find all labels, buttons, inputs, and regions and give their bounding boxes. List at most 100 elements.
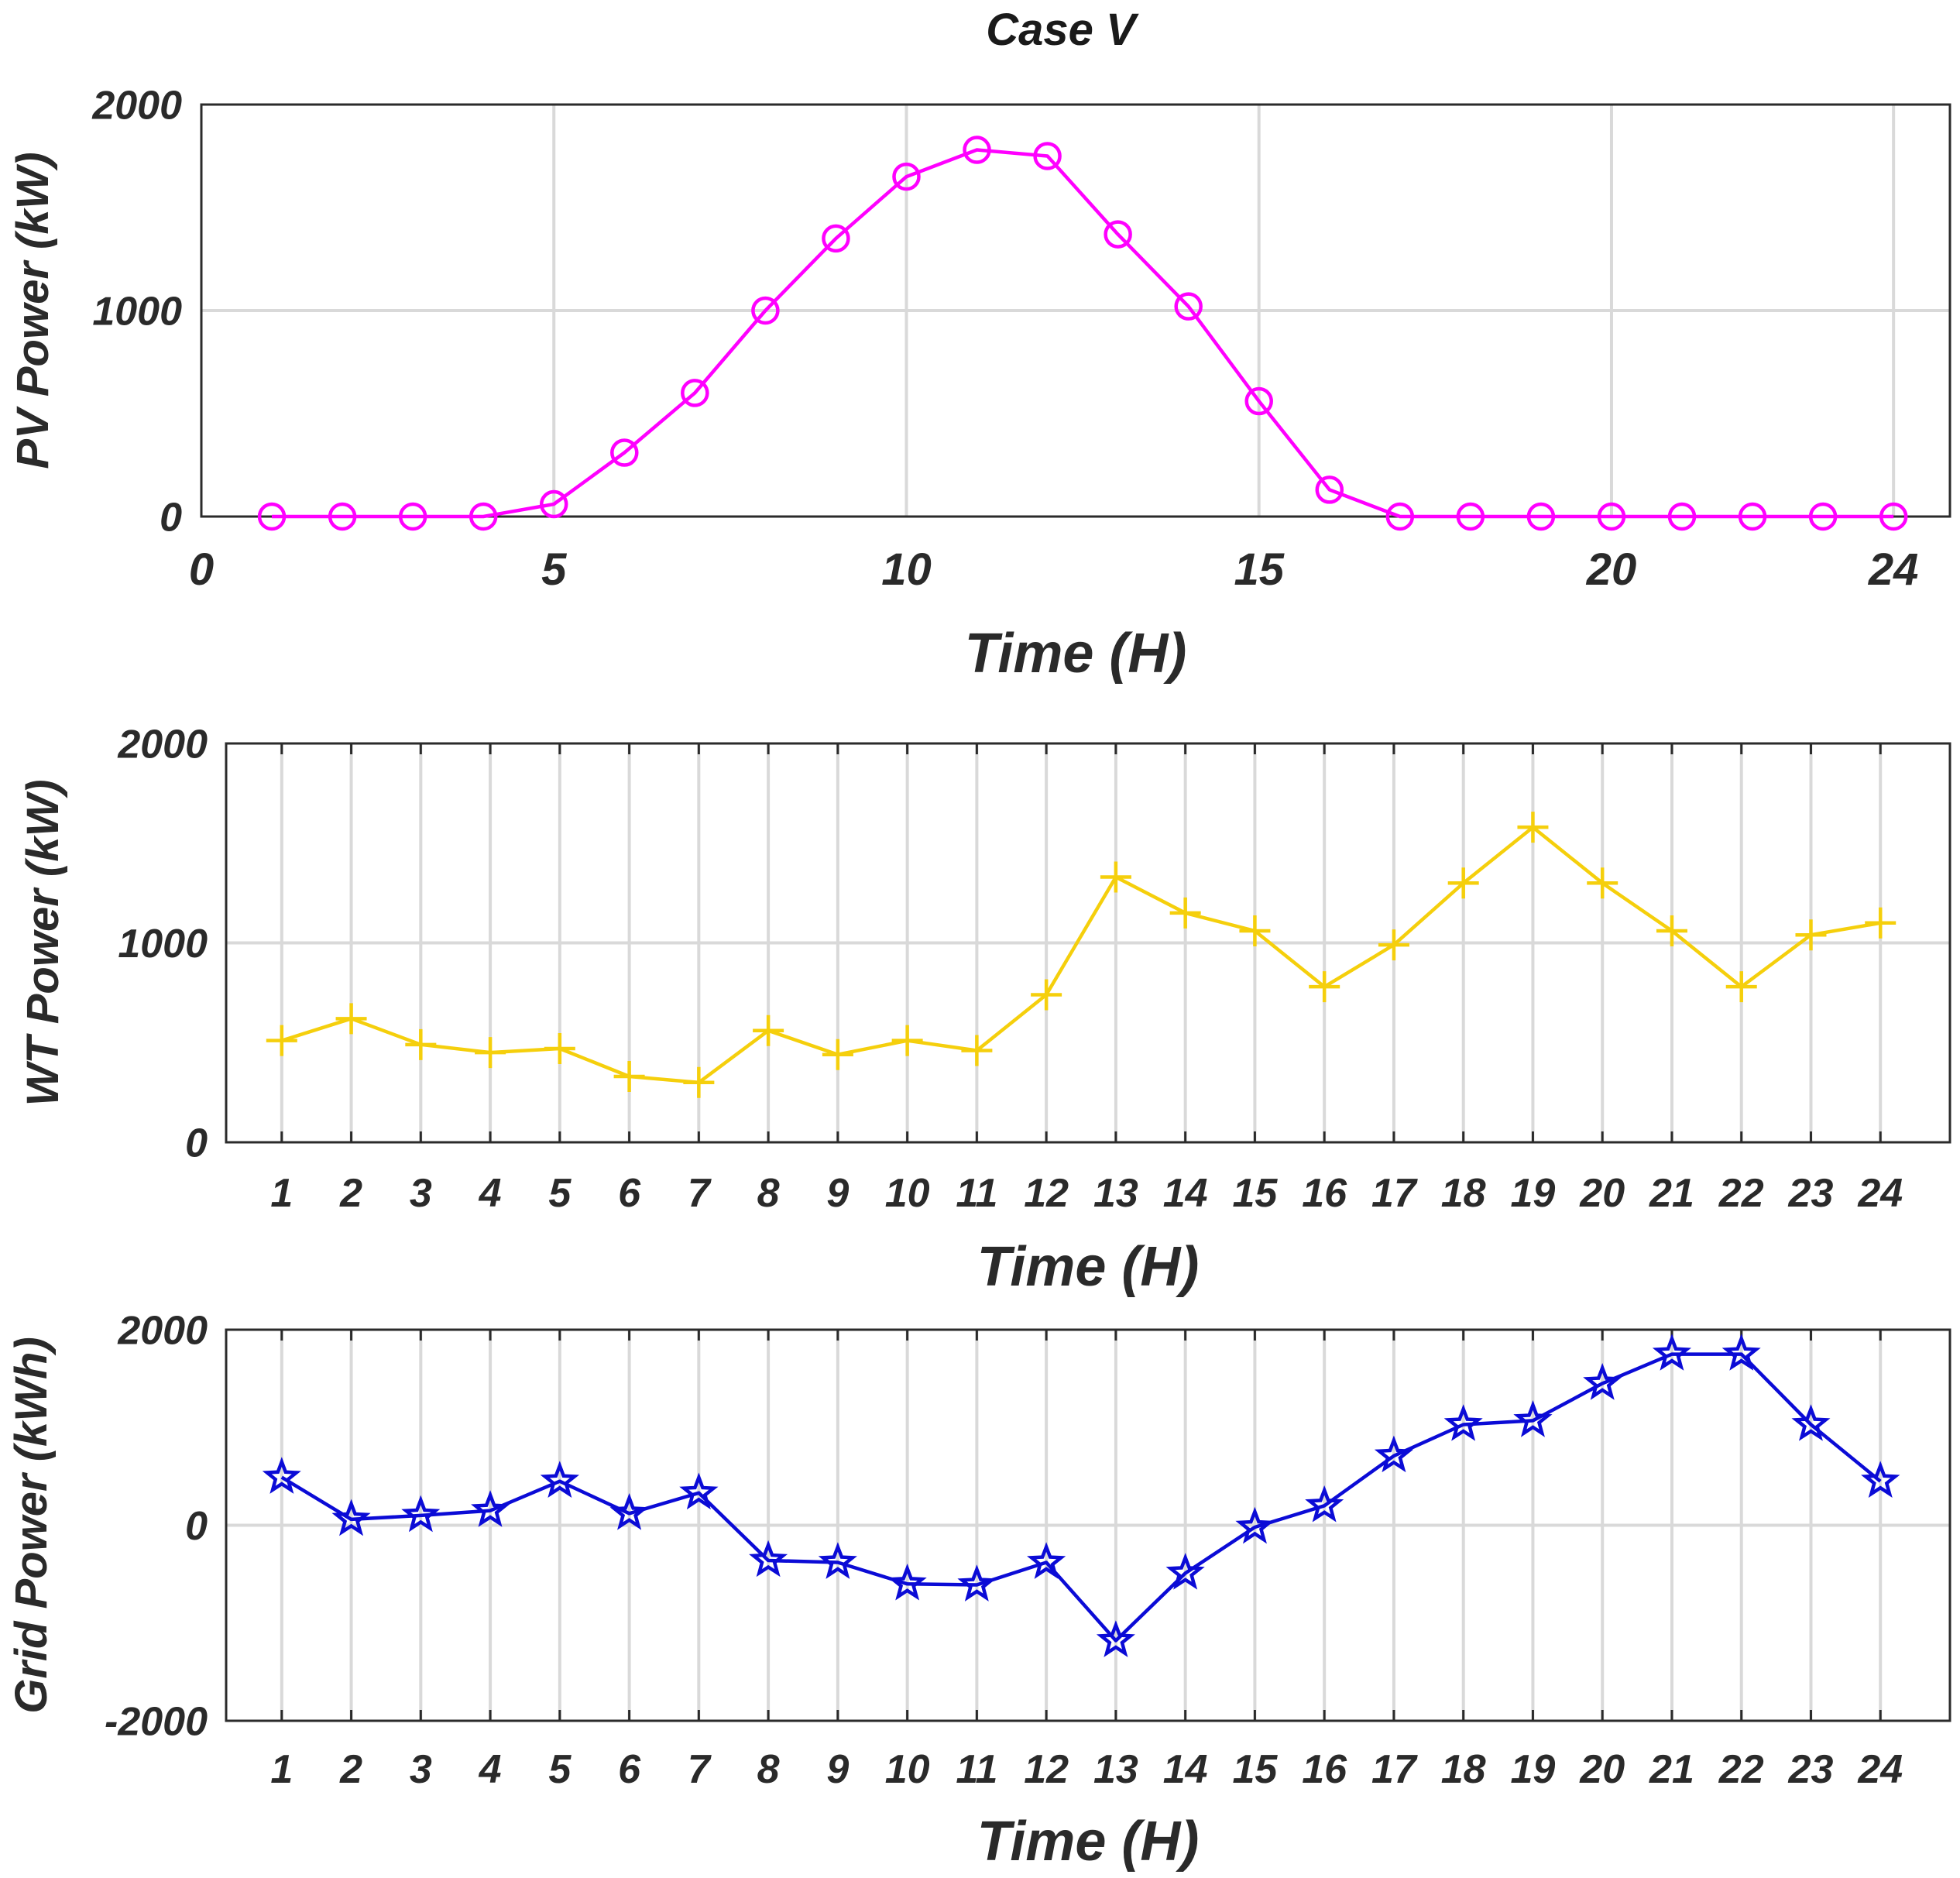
pv-x-tick-label: 10 xyxy=(881,544,932,595)
wt-y-tick-label: 2000 xyxy=(117,723,208,767)
grid-data-point xyxy=(1165,1553,1205,1590)
wt-data-point xyxy=(1865,907,1896,939)
pv-data-point xyxy=(1738,502,1767,531)
grid-data-point xyxy=(1096,1620,1135,1657)
pv-x-tick-label: 24 xyxy=(1868,544,1919,595)
pv-y-tick-label: 2000 xyxy=(91,84,182,129)
wt-x-tick-label: 17 xyxy=(1371,1171,1418,1216)
grid-x-tick-label: 5 xyxy=(548,1747,572,1792)
pv-y-axis-label: PV Power (kW) xyxy=(8,152,58,469)
wt-x-tick-label: 18 xyxy=(1441,1171,1486,1216)
wt-data-point xyxy=(1378,929,1409,961)
grid-x-tick-label: 2 xyxy=(339,1747,362,1792)
pv-data-point xyxy=(1244,386,1273,416)
pv-data-point xyxy=(1879,502,1908,531)
wt-y-tick-label: 0 xyxy=(185,1121,208,1166)
pv-x-tick-label: 20 xyxy=(1586,544,1637,595)
wt-data-point xyxy=(266,1025,297,1056)
pv-data-point xyxy=(610,438,639,467)
grid-y-axis-label: Grid Power (kWh) xyxy=(6,1337,57,1714)
grid-x-tick-label: 18 xyxy=(1441,1747,1486,1792)
wt-y-axis-label: WT Power (kW) xyxy=(18,779,68,1106)
wt-x-tick-label: 3 xyxy=(410,1171,432,1216)
grid-y-tick-label: -2000 xyxy=(105,1700,208,1745)
wt-data-point xyxy=(961,1035,993,1066)
pv-x-tick-label: 5 xyxy=(541,544,567,595)
wt-x-tick-label: 13 xyxy=(1093,1171,1138,1216)
wt-data-point xyxy=(822,1039,853,1070)
grid-data-point xyxy=(679,1472,719,1510)
wt-x-axis-label: Time (H) xyxy=(977,1236,1200,1298)
grid-data-point xyxy=(540,1461,579,1499)
pv-data-point xyxy=(963,136,991,164)
grid-data-point xyxy=(749,1540,788,1578)
grid-data-point xyxy=(331,1499,371,1536)
wt-x-tick-label: 16 xyxy=(1302,1171,1347,1216)
wt-y-tick-label: 1000 xyxy=(118,922,208,966)
grid-x-tick-label: 17 xyxy=(1371,1747,1418,1792)
wt-x-tick-label: 22 xyxy=(1718,1171,1764,1216)
grid-x-tick-label: 20 xyxy=(1579,1747,1625,1792)
wt-data-point xyxy=(475,1037,506,1069)
grid-x-tick-label: 13 xyxy=(1093,1747,1138,1792)
pv-x-axis-label: Time (H) xyxy=(965,623,1187,685)
wt-x-tick-label: 12 xyxy=(1024,1171,1069,1216)
wt-data-point xyxy=(683,1066,715,1098)
pv-data-point xyxy=(1315,476,1344,504)
pv-x-tick-label: 0 xyxy=(189,544,214,595)
grid-data-point xyxy=(887,1563,927,1601)
wt-data-point xyxy=(1795,919,1827,951)
wt-x-tick-label: 24 xyxy=(1857,1171,1903,1216)
wt-data-point xyxy=(1587,867,1618,899)
pv-data-point xyxy=(1667,502,1697,531)
wt-data-point xyxy=(1239,915,1271,947)
grid-x-tick-label: 3 xyxy=(410,1747,432,1792)
pv-data-point xyxy=(1808,502,1838,531)
grid-data-point xyxy=(1513,1400,1553,1437)
wt-x-tick-label: 4 xyxy=(479,1171,502,1216)
wt-data-point xyxy=(1725,971,1757,1003)
grid-x-tick-label: 23 xyxy=(1788,1747,1834,1792)
wt-x-tick-label: 2 xyxy=(339,1171,362,1216)
grid-data-point xyxy=(1861,1461,1900,1499)
pv-data-point xyxy=(1033,142,1062,170)
wt-data-point xyxy=(1656,915,1687,947)
grid-x-tick-label: 21 xyxy=(1649,1747,1694,1792)
grid-x-tick-label: 22 xyxy=(1718,1747,1764,1792)
grid-data-point xyxy=(1443,1404,1483,1441)
wt-x-tick-label: 8 xyxy=(757,1171,780,1216)
wt-data-point xyxy=(1447,867,1479,899)
wt-x-tick-label: 14 xyxy=(1163,1171,1208,1216)
wt-data-point xyxy=(613,1061,645,1093)
grid-x-tick-label: 10 xyxy=(885,1747,930,1792)
grid-power-panel: 1 2 3 4 5 6 7 8 9 10 11 12 13 14 15 16 17 18 19 20 21 22 23 24-… xyxy=(6,1309,1951,1873)
grid-x-tick-label: 12 xyxy=(1024,1747,1069,1792)
grid-data-point xyxy=(1721,1334,1761,1371)
pv-axes-frame xyxy=(200,103,1951,518)
grid-data-point xyxy=(1305,1485,1344,1523)
grid-data-point xyxy=(1374,1435,1414,1473)
grid-data-point xyxy=(1235,1506,1275,1544)
grid-y-tick-label: 2000 xyxy=(117,1309,208,1354)
wt-data-point xyxy=(1031,979,1062,1011)
grid-data-point xyxy=(1791,1404,1831,1441)
pv-y-tick-label: 1000 xyxy=(92,290,182,335)
pv-data-point xyxy=(1526,502,1556,531)
grid-x-tick-label: 1 xyxy=(270,1747,293,1792)
wt-data-point xyxy=(1169,897,1201,929)
pv-data-point xyxy=(822,224,850,253)
wt-x-tick-label: 19 xyxy=(1511,1171,1556,1216)
pv-data-point xyxy=(469,502,498,531)
pv-data-point xyxy=(892,162,921,191)
pv-data-point xyxy=(751,296,780,325)
grid-x-tick-label: 7 xyxy=(688,1747,712,1792)
wt-axes-frame xyxy=(225,742,1951,1144)
pv-data-point xyxy=(1104,220,1132,249)
pv-data-point xyxy=(539,489,568,519)
grid-data-point xyxy=(471,1490,510,1527)
pv-y-tick-label: 0 xyxy=(160,496,182,541)
wt-x-tick-label: 5 xyxy=(548,1171,572,1216)
grid-data-point xyxy=(401,1495,441,1533)
grid-data-point xyxy=(1583,1363,1622,1400)
grid-x-tick-label: 24 xyxy=(1857,1747,1903,1792)
